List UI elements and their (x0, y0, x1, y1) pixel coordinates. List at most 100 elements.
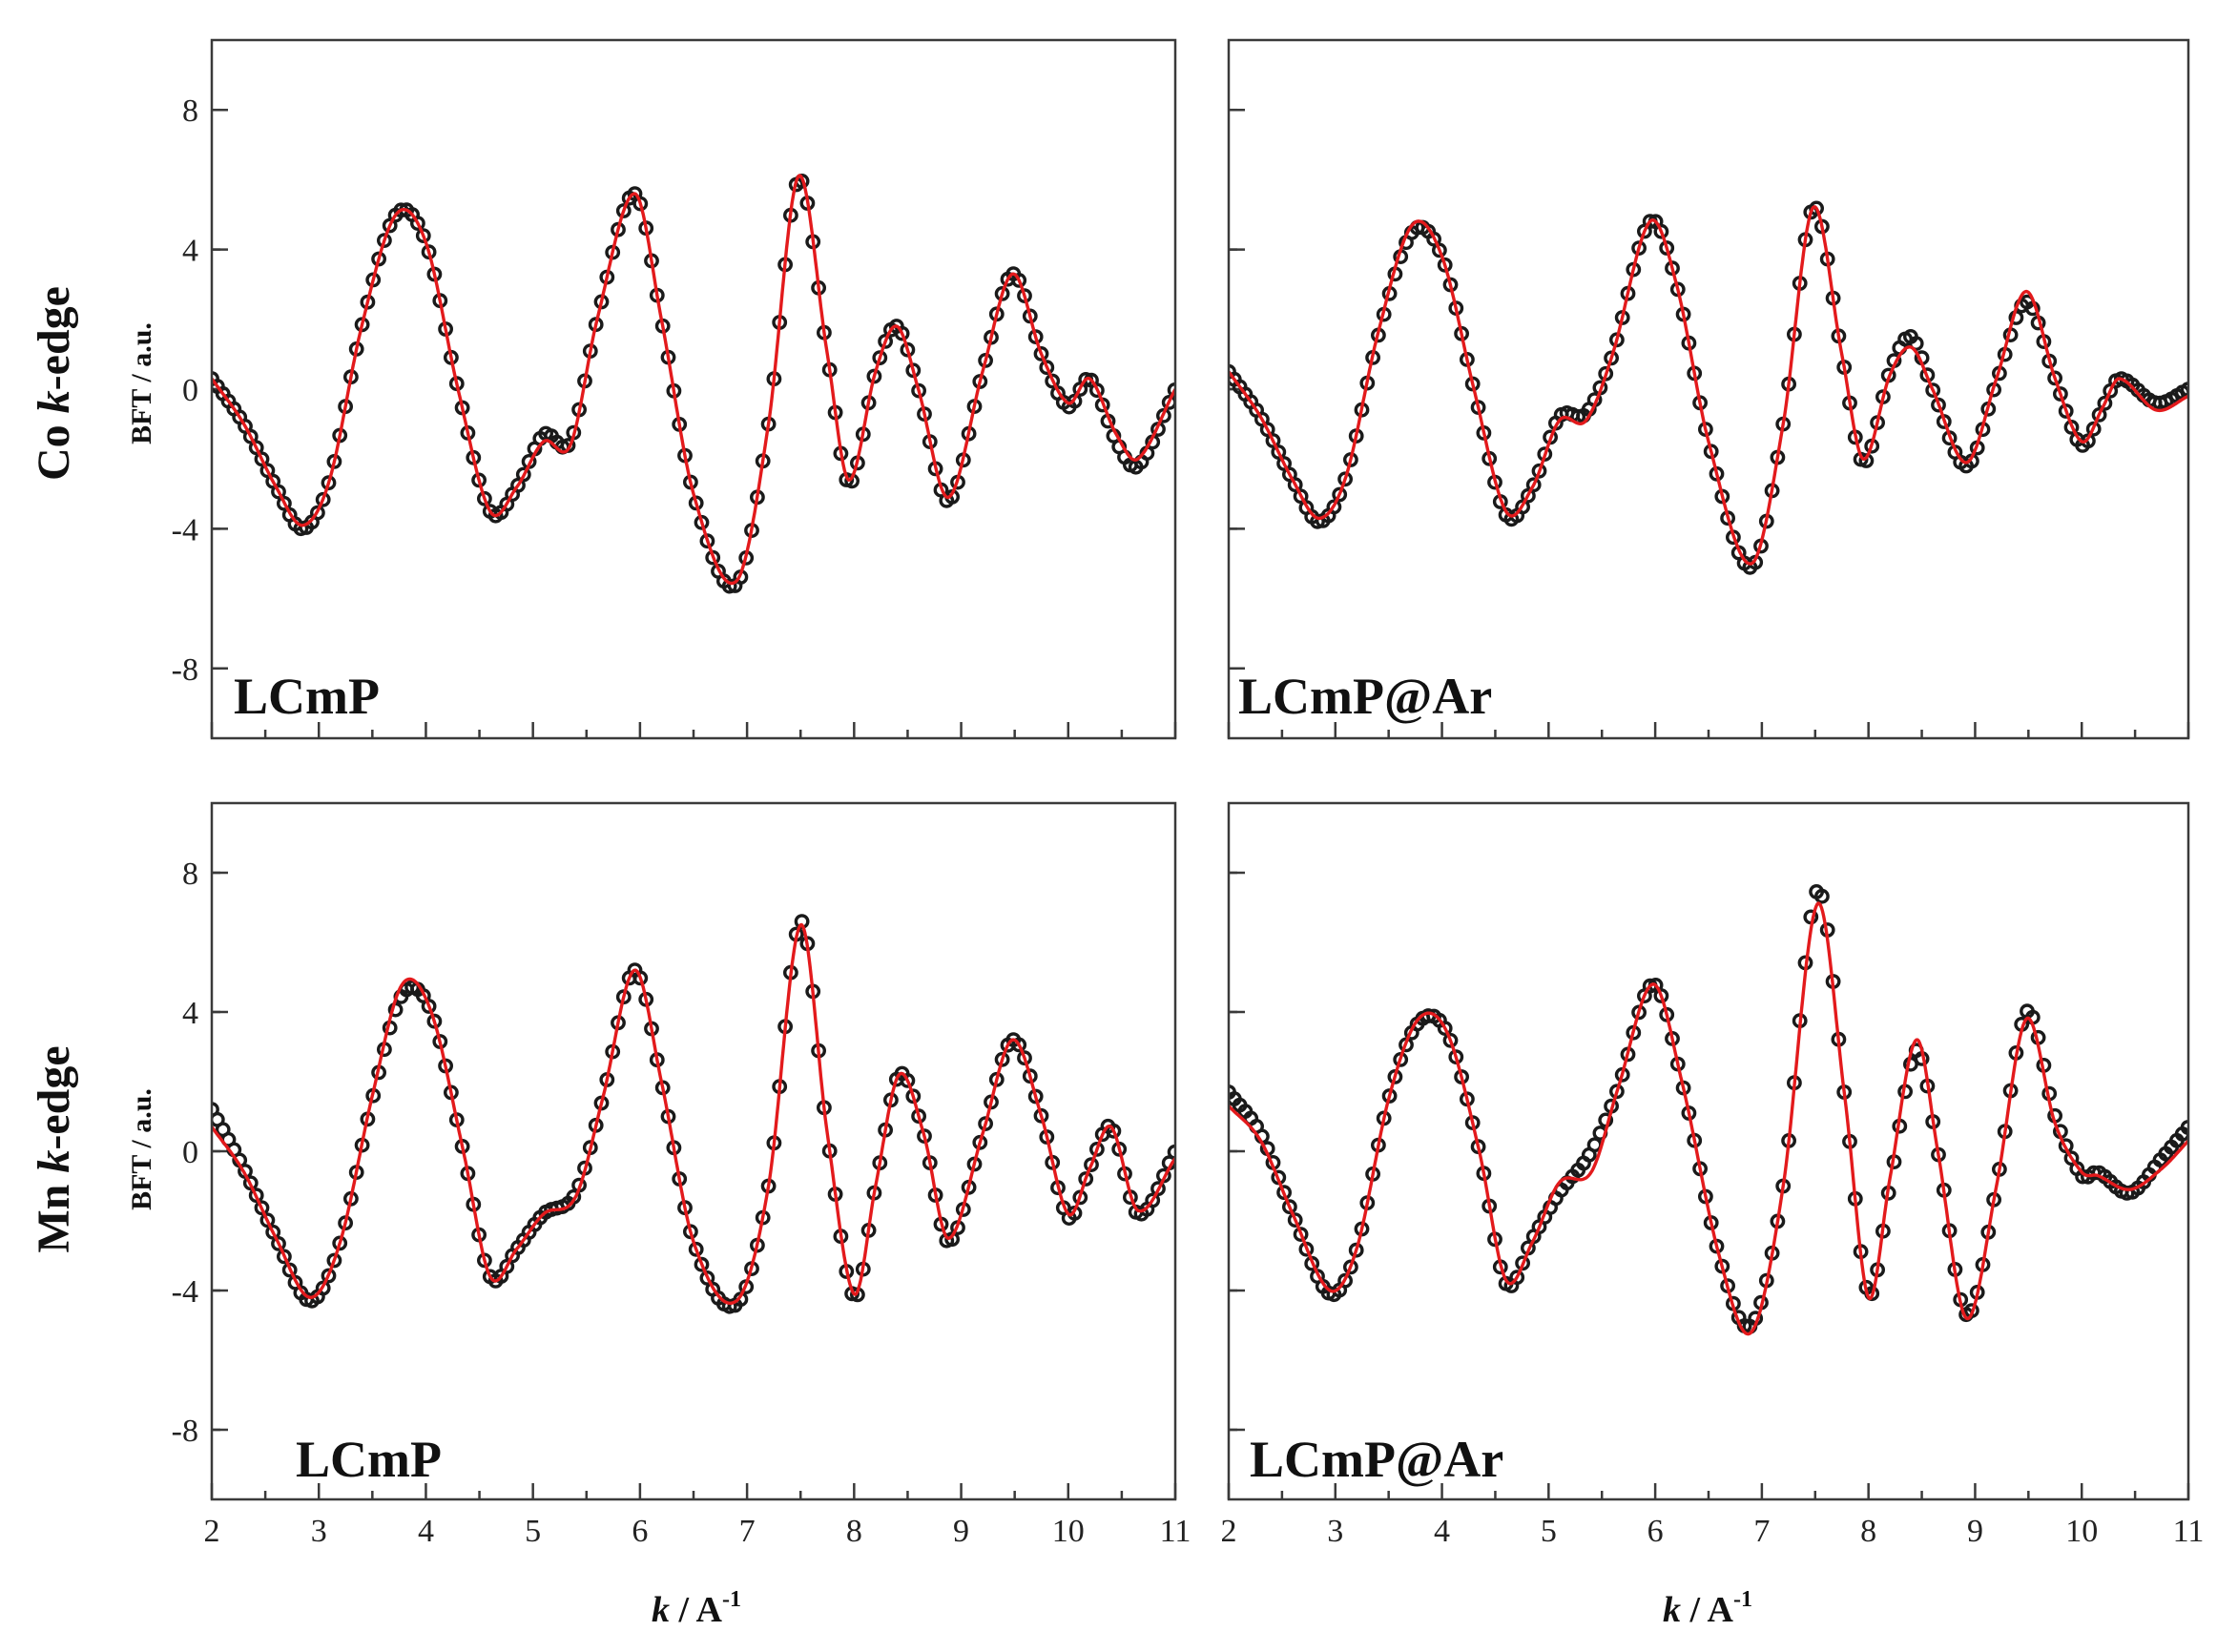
data-point (1631, 240, 1647, 257)
data-point (2085, 421, 2102, 437)
data-point (326, 1252, 342, 1269)
data-point (476, 490, 492, 506)
x-tick-label: 2 (204, 1514, 220, 1549)
y-tick-label: 4 (182, 996, 198, 1031)
y-axis-label-bottom: BFT / a.u. (126, 1088, 157, 1210)
x-tick-label: 4 (1434, 1514, 1450, 1549)
data-point (1150, 1181, 1166, 1197)
x-tick-label: 8 (1860, 1514, 1876, 1549)
data-point (1033, 345, 1049, 361)
data-point (894, 325, 910, 341)
data-point (1089, 1142, 1105, 1157)
panel-label: LCmP@Ar (1238, 668, 1492, 725)
data-point (1067, 393, 1083, 409)
data-point (248, 1187, 264, 1204)
y-tick-label: -4 (172, 1274, 198, 1310)
x-axis-label-left: k / A-1 (652, 1587, 741, 1630)
data-point (1293, 488, 1309, 505)
data-point (1106, 1123, 1122, 1139)
data-point (1432, 242, 1447, 258)
x-axis-label-right-italic: k (1663, 1590, 1681, 1630)
panel-co-lcmp-ar: LCmP@Ar (1227, 38, 2190, 740)
data-point (1337, 471, 1354, 487)
data-point (1276, 1185, 1293, 1201)
data-point (615, 203, 632, 218)
data-point (1078, 1171, 1094, 1187)
data-point (1337, 1272, 1354, 1289)
x-tick-label: 10 (1052, 1514, 1085, 1549)
panel-mn-lcmp-ar: 2 3 4 5 6 7 8 9 10 11 LCmP@Ar (1221, 801, 2204, 1549)
x-tick-label: 7 (1753, 1514, 1770, 1549)
data-point (1653, 223, 1669, 239)
plot-frame (1227, 801, 2190, 1501)
data-point (1525, 477, 1542, 493)
plot-frame (210, 801, 1177, 1501)
data-point (1033, 1107, 1049, 1124)
data-point (2091, 406, 2107, 423)
x-axis-label-right-rest: / A (1681, 1590, 1733, 1630)
data-point (1271, 444, 1287, 460)
data-point (248, 440, 264, 456)
data-point (2052, 386, 2068, 402)
data-point (1586, 1137, 1603, 1153)
x-tick-label: 9 (953, 1514, 969, 1549)
x-tick-label: 10 (2065, 1514, 2098, 1549)
data-point (271, 484, 286, 500)
data-point (1287, 477, 1303, 493)
plot-frame (210, 38, 1177, 740)
x-tick-label: 6 (632, 1514, 648, 1549)
data-point (271, 1236, 286, 1251)
y-tick-label: 8 (182, 93, 198, 129)
data-point (276, 495, 292, 511)
data-point (900, 341, 916, 358)
fit-line (212, 174, 1175, 586)
data-point (721, 578, 737, 594)
x-tick-label: 2 (1221, 1514, 1237, 1549)
row-label-co-suffix: -edge (29, 286, 79, 390)
data-point (254, 451, 270, 467)
data-series-measured (212, 173, 1175, 594)
data-point (2058, 403, 2074, 419)
data-point (878, 333, 893, 349)
y-tick-label: 0 (182, 373, 198, 408)
x-tick-label: 3 (311, 1514, 327, 1549)
x-tick-label: 11 (1160, 1514, 1191, 1549)
data-point (1039, 360, 1055, 376)
data-point (900, 1073, 916, 1088)
data-point (309, 505, 325, 521)
row-label-mn-suffix: -edge (29, 1045, 79, 1149)
data-point (242, 1175, 259, 1191)
data-point (1653, 988, 1669, 1003)
data-point (1017, 1050, 1032, 1066)
data-point (1531, 463, 1547, 479)
panel-co-lcmp: -8 -4 0 4 8 LCmP (172, 38, 1177, 740)
x-tick-label: 5 (525, 1514, 541, 1549)
data-point (972, 1134, 988, 1150)
data-point (321, 475, 337, 491)
data-point (254, 1200, 270, 1216)
data-point (321, 1268, 337, 1284)
data-point (1814, 888, 1830, 904)
data-point (281, 1262, 298, 1278)
x-axis-label-right-sup: -1 (1733, 1587, 1752, 1612)
row-label-mn: Mn k-edge (29, 1045, 79, 1252)
data-point (1045, 373, 1061, 389)
y-tick-label: 8 (182, 857, 198, 892)
data-series-measured (212, 914, 1175, 1314)
x-tick-label: 8 (846, 1514, 862, 1549)
data-point (1604, 350, 1620, 366)
data-point (694, 1256, 710, 1272)
data-point (332, 1235, 348, 1251)
y-tick-label: -8 (172, 652, 198, 688)
data-point (1426, 231, 1442, 247)
row-label-co-prefix: Co (29, 413, 79, 481)
data-point (1343, 1259, 1358, 1275)
data-point (515, 466, 531, 483)
panel-mn-lcmp: 2 3 4 5 6 7 8 9 10 11 -8 -4 0 4 8 LCmP (172, 801, 1191, 1549)
y-tick-label: -4 (172, 512, 198, 547)
y-tick-label: 4 (182, 234, 198, 269)
data-point (1348, 1242, 1364, 1258)
row-label-mn-prefix: Mn (29, 1173, 79, 1253)
panel-label: LCmP (234, 668, 380, 725)
